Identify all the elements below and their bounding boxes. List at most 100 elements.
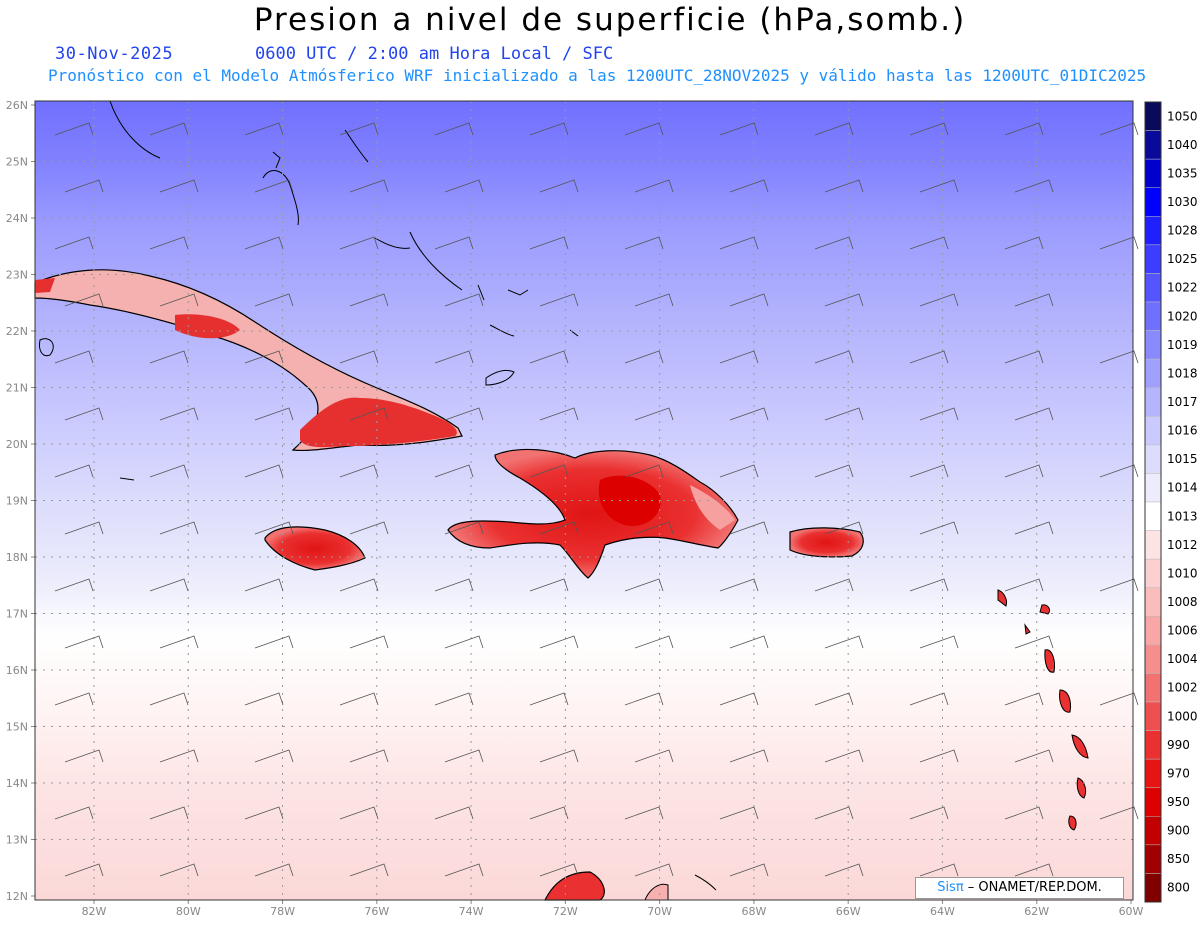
colorbar-swatch [1144,530,1162,560]
wind-barb [1004,236,1044,250]
cuba-island [34,269,463,452]
wind-barb [624,350,664,364]
wind-barb [64,521,104,535]
colorbar-swatch [1144,873,1162,903]
lon-label: 80W [176,905,201,918]
wind-barb [349,749,389,763]
colorbar-swatch [1144,244,1162,274]
wind-barb [54,236,94,250]
wind-barb [814,806,854,820]
wind-barb [339,350,379,364]
colorbar-label: 1050 [1167,109,1198,123]
model-description: Pronóstico con el Modelo Atmósferico WRF… [48,66,1147,85]
wind-barb [719,350,759,364]
colorbar-label: 1014 [1167,481,1198,495]
wind-barb [254,293,294,307]
wind-barb [444,293,484,307]
wind-barb [244,806,284,820]
lon-label: 68W [741,905,766,918]
wind-barb [729,749,769,763]
south-america-coast [544,871,717,901]
wind-barb [1004,464,1044,478]
wind-barb [719,806,759,820]
wind-barb [824,407,864,421]
wind-barb [719,692,759,706]
wind-barb [149,806,189,820]
wind-barb [1014,407,1054,421]
lon-label: 70W [647,905,672,918]
wind-barb [149,464,189,478]
map-title: Presion a nivel de superficie (hPa,somb.… [253,2,967,38]
wind-barb [434,464,474,478]
lon-label: 62W [1024,905,1049,918]
wind-barb [64,293,104,307]
pressure-colorbar: 1050 1040 1035 1030 1028 1025 1022 1020 1019 1018… [1144,101,1198,903]
wind-barb [919,521,959,535]
wind-barb [729,293,769,307]
colorbar-swatch [1144,473,1162,503]
wind-barb [54,806,94,820]
colorbar-swatch [1144,587,1162,617]
wind-barb [919,179,959,193]
wind-barb [729,863,769,877]
wind-barb [149,692,189,706]
wind-barb [159,293,199,307]
wind-barb [1099,350,1139,364]
wind-barb [159,863,199,877]
colorbar-label: 800 [1167,881,1190,895]
jamaica-island [264,526,366,571]
wind-barb [909,578,949,592]
wind-barb [1014,179,1054,193]
wind-barb [634,863,674,877]
wind-barb [434,122,474,136]
wind-barb [1014,521,1054,535]
wind-barb [814,464,854,478]
colorbar-swatch [1144,758,1162,788]
forecast-date: 30-Nov-2025 [55,44,174,64]
wind-barb [339,806,379,820]
wind-barb [1004,350,1044,364]
wind-barb [634,179,674,193]
wind-barb [539,407,579,421]
wind-barb [254,521,294,535]
wind-barb [539,863,579,877]
wind-barb [349,407,389,421]
wind-barb [254,179,294,193]
colorbar-swatch [1144,158,1162,188]
wind-barb [909,350,949,364]
colorbar-label: 990 [1167,738,1190,752]
wind-barb [814,578,854,592]
lat-label: 25N [6,156,28,169]
wind-barb [159,635,199,649]
wind-barb [529,350,569,364]
wind-barb [434,692,474,706]
wind-barb [54,350,94,364]
lon-label: 76W [364,905,389,918]
lat-label: 16N [6,664,28,677]
wind-barb [244,350,284,364]
wind-barb [64,635,104,649]
wind-barb [719,122,759,136]
wind-barb [529,806,569,820]
wind-barb [434,236,474,250]
longitude-labels: 82W 80W 78W 76W 74W 72W 70W 68W 66W 64W 62W 60W [82,905,1144,918]
wind-barb [64,179,104,193]
wind-barb [529,236,569,250]
wind-barb [54,464,94,478]
lat-lon-grid [31,101,1133,904]
wind-barb [529,692,569,706]
colorbar-label: 1000 [1167,709,1198,723]
wind-barb [244,692,284,706]
wind-barb [624,578,664,592]
wind-barb [814,692,854,706]
colorbar-label: 1008 [1167,595,1198,609]
wind-barb [529,464,569,478]
wind-barb [349,179,389,193]
wind-barb [244,122,284,136]
wind-barb [1014,749,1054,763]
wind-barb [634,635,674,649]
wind-barb [244,464,284,478]
wind-barb [444,179,484,193]
wind-barb [824,293,864,307]
brand-badge: Sisπ – ONAMET/REP.DOM. [915,877,1124,899]
